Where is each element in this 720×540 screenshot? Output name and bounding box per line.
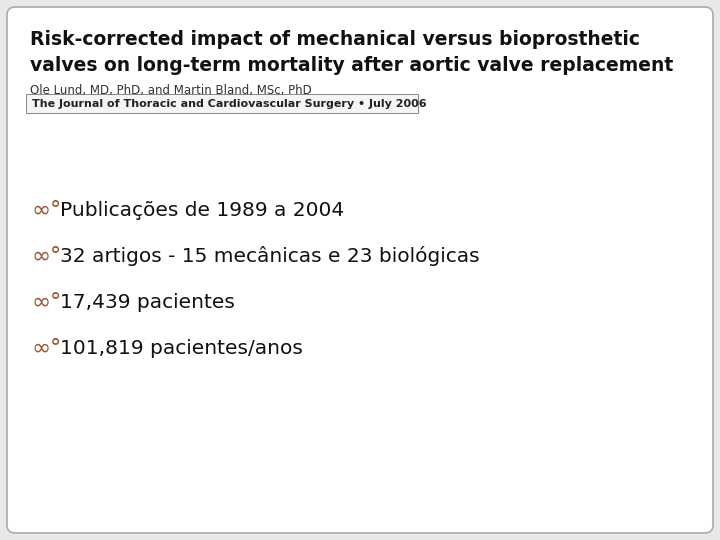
Text: ∞°: ∞° — [32, 336, 62, 360]
Text: 32 artigos - 15 mecânicas e 23 biológicas: 32 artigos - 15 mecânicas e 23 biológica… — [60, 246, 480, 266]
Text: Ole Lund, MD, PhD, and Martin Bland, MSc, PhD: Ole Lund, MD, PhD, and Martin Bland, MSc… — [30, 84, 312, 97]
FancyBboxPatch shape — [7, 7, 713, 533]
Text: ∞°: ∞° — [32, 245, 62, 267]
Text: ∞°: ∞° — [32, 291, 62, 314]
Text: The Journal of Thoracic and Cardiovascular Surgery • July 2006: The Journal of Thoracic and Cardiovascul… — [32, 99, 427, 109]
Text: 17,439 pacientes: 17,439 pacientes — [60, 293, 235, 312]
FancyBboxPatch shape — [26, 94, 418, 113]
Text: ∞°: ∞° — [32, 199, 62, 221]
Text: valves on long-term mortality after aortic valve replacement: valves on long-term mortality after aort… — [30, 56, 673, 75]
Text: Publicações de 1989 a 2004: Publicações de 1989 a 2004 — [60, 200, 344, 219]
Text: Risk-corrected impact of mechanical versus bioprosthetic: Risk-corrected impact of mechanical vers… — [30, 30, 640, 49]
Text: 101,819 pacientes/anos: 101,819 pacientes/anos — [60, 339, 303, 357]
